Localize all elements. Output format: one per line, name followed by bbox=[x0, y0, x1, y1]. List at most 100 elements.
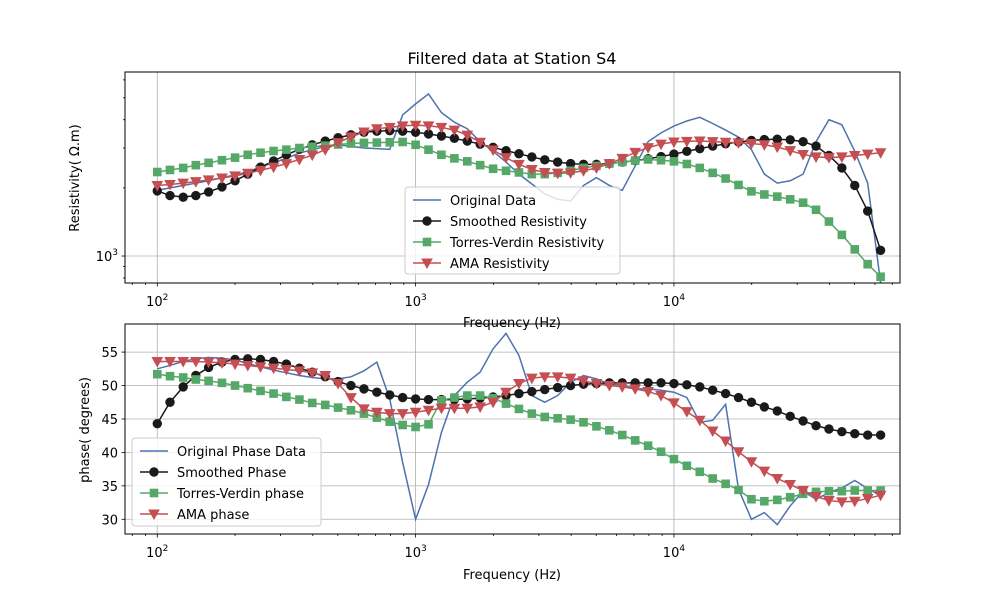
legend-entry: AMA phase bbox=[140, 508, 249, 523]
legend-frame bbox=[404, 186, 621, 275]
data-point bbox=[875, 430, 886, 440]
resistivity-panel: Filtered data at Station S4 102 103 104 103… bbox=[68, 49, 901, 331]
data-point bbox=[862, 430, 873, 440]
data-point bbox=[695, 163, 705, 173]
data-point bbox=[372, 138, 382, 147]
data-point bbox=[411, 140, 420, 150]
data-point bbox=[538, 167, 551, 179]
legend-label: AMA Resistivity bbox=[450, 257, 550, 272]
data-point bbox=[668, 137, 680, 149]
data-point bbox=[448, 403, 461, 415]
data-point bbox=[359, 384, 369, 394]
phase-ticks: 102 103 104 30 35 40 45 50 55 bbox=[101, 346, 893, 561]
legend-entry: Original Data bbox=[413, 194, 536, 209]
data-point bbox=[269, 389, 278, 398]
resistivity-ticks: 102 103 104 103 bbox=[96, 79, 893, 310]
data-point bbox=[203, 187, 214, 197]
data-point bbox=[824, 486, 834, 496]
y-tick-label: 50 bbox=[101, 380, 118, 395]
data-point bbox=[487, 145, 499, 157]
data-point bbox=[811, 141, 821, 151]
data-point bbox=[811, 420, 821, 431]
x-tick-label: 102 bbox=[146, 544, 168, 561]
data-point bbox=[267, 363, 280, 375]
legend-entry: Smoothed Resistivity bbox=[413, 215, 587, 230]
data-point bbox=[164, 179, 176, 191]
data-point bbox=[810, 152, 822, 163]
resistivity-series bbox=[151, 92, 887, 283]
data-point bbox=[836, 152, 848, 163]
data-point bbox=[747, 494, 756, 504]
data-point bbox=[437, 150, 446, 160]
series-2 bbox=[152, 137, 885, 282]
data-point bbox=[165, 371, 175, 381]
data-point bbox=[656, 155, 666, 165]
data-point bbox=[719, 137, 732, 149]
legend-label: Original Phase Data bbox=[177, 445, 306, 460]
data-point bbox=[191, 375, 201, 384]
data-point bbox=[592, 422, 601, 431]
data-point bbox=[319, 370, 332, 382]
data-point bbox=[241, 168, 254, 180]
y-tick-label: 30 bbox=[101, 513, 118, 528]
data-point bbox=[708, 168, 717, 178]
data-point bbox=[706, 426, 719, 438]
data-point bbox=[527, 409, 537, 418]
data-point bbox=[681, 136, 693, 148]
data-point bbox=[874, 490, 887, 502]
data-point bbox=[229, 171, 241, 182]
data-point bbox=[164, 356, 176, 368]
data-point bbox=[616, 153, 629, 165]
data-point bbox=[514, 404, 524, 414]
data-point bbox=[409, 120, 422, 132]
data-point bbox=[758, 140, 771, 151]
data-point bbox=[396, 409, 409, 420]
data-point bbox=[732, 447, 745, 458]
data-point bbox=[797, 486, 809, 497]
data-point bbox=[747, 187, 756, 196]
legend-label: AMA phase bbox=[177, 508, 249, 523]
legend-label: Original Data bbox=[450, 194, 536, 209]
data-point bbox=[189, 177, 202, 188]
data-point bbox=[437, 395, 446, 405]
phase-y-axis-label: phase( degrees) bbox=[78, 377, 93, 483]
data-point bbox=[719, 436, 732, 448]
legend-marker bbox=[149, 467, 159, 477]
data-point bbox=[178, 373, 188, 382]
data-point bbox=[603, 381, 616, 392]
phase-panel: 102 103 104 30 35 40 45 50 55 Frequency (Hz) pha… bbox=[78, 323, 901, 583]
x-tick-label: 103 bbox=[404, 544, 426, 561]
data-point bbox=[500, 153, 512, 164]
x-tick-label: 104 bbox=[663, 544, 686, 561]
data-point bbox=[837, 230, 847, 240]
data-point bbox=[876, 272, 885, 282]
data-point bbox=[409, 407, 422, 419]
legend-frame bbox=[131, 437, 322, 527]
phase-axes-frame bbox=[124, 323, 901, 535]
data-point bbox=[230, 381, 240, 390]
data-point bbox=[178, 382, 188, 392]
data-point bbox=[243, 150, 253, 160]
phase-legend: Original Phase Data Smoothed Phase Torres-… bbox=[131, 437, 322, 527]
data-point bbox=[848, 496, 861, 508]
data-point bbox=[230, 153, 240, 162]
data-point bbox=[202, 357, 215, 369]
data-point bbox=[152, 369, 162, 379]
data-point bbox=[669, 157, 679, 166]
x-tick-label: 102 bbox=[146, 293, 168, 310]
data-point bbox=[385, 137, 395, 147]
data-point bbox=[241, 360, 254, 372]
data-point bbox=[643, 441, 653, 451]
data-point bbox=[553, 413, 562, 423]
data-point bbox=[216, 358, 228, 369]
data-point bbox=[540, 155, 550, 165]
data-point bbox=[177, 178, 190, 190]
data-point bbox=[254, 362, 267, 373]
data-point bbox=[306, 150, 319, 162]
data-point bbox=[189, 356, 202, 368]
data-point bbox=[655, 391, 667, 402]
data-point bbox=[552, 157, 563, 167]
data-point bbox=[605, 426, 614, 435]
data-point bbox=[527, 152, 537, 162]
legend-marker bbox=[422, 237, 432, 247]
